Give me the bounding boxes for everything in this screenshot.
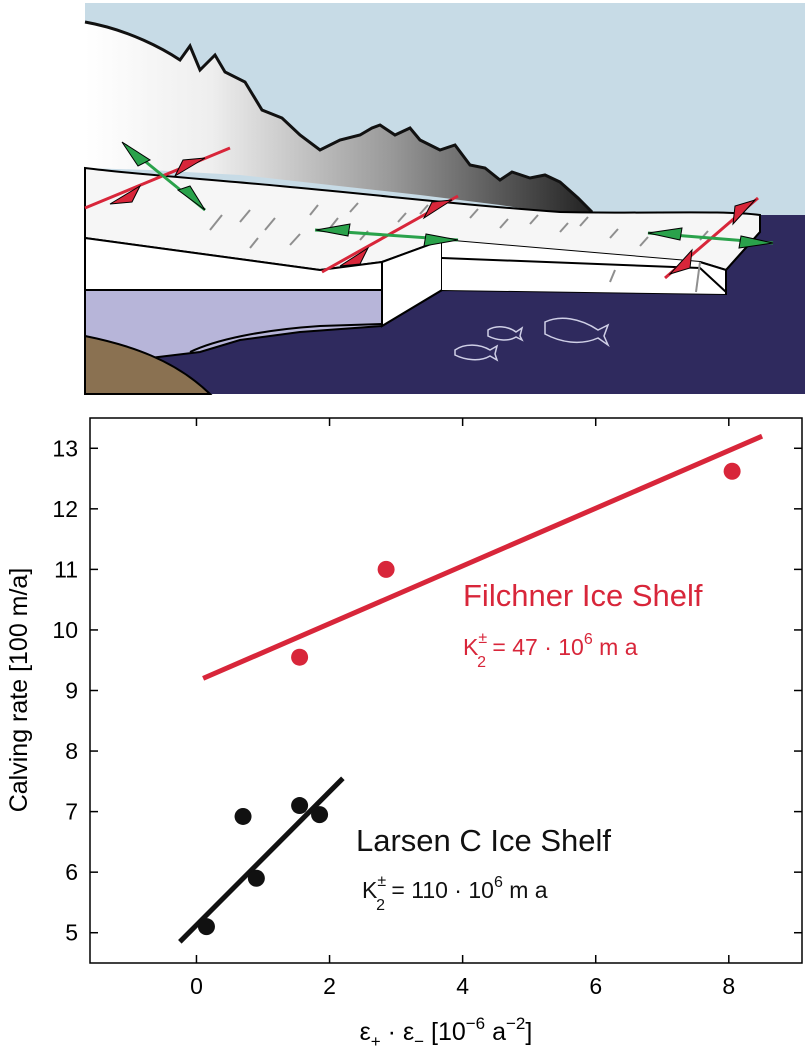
fish-icon [454,317,610,362]
filchner-ice-shelf-data-point [291,648,309,666]
larsen-c-ice-shelf-data-point [311,806,329,824]
filchner-ice-shelf-fit-line [202,433,764,681]
larsen-c-ice-shelf-data-point [291,797,309,815]
larsen-label: Larsen C Ice Shelf [356,823,611,858]
x-tick-label: 2 [323,973,336,999]
filchner-k-value: K± 2 = 47 · 106 m a [463,630,638,671]
y-tick-label: 6 [65,859,78,885]
x-tick-label: 8 [722,973,735,999]
y-tick-label: 8 [65,738,78,764]
y-tick-label: 10 [52,617,78,643]
larsen-c-ice-shelf-data-point [197,918,215,936]
x-tick-label: 0 [190,973,203,999]
y-tick-label: 11 [54,556,78,582]
strain-arrows [84,141,774,280]
fit-lines [178,433,764,944]
crevasses [209,202,709,293]
larsen-k-value: K± 2 = 110 · 106 m a [362,873,548,914]
y-tick-label: 5 [65,920,78,946]
y-axis-label: Calving rate [100 m/a] [5,568,33,813]
ice-shelf-illustration [84,3,805,395]
bedrock [84,334,213,395]
y-tick-label: 13 [52,435,78,461]
filchner-label: Filchner Ice Shelf [463,578,703,613]
filchner-ice-shelf-data-point [723,462,741,480]
filchner-ice-shelf-data-point [377,560,395,578]
y-tick-label: 7 [65,799,78,825]
data-points [197,462,741,936]
axis-ticks: 0 2 4 6 8 5 6 7 8 9 10 11 12 13 [52,418,802,999]
larsen-c-ice-shelf-data-point [247,869,265,887]
x-axis-label: ε+ · ε− [10−6 a−2] [360,1014,533,1051]
y-tick-label: 9 [65,678,78,704]
x-tick-label: 6 [589,973,602,999]
mountain-ridge [85,22,592,214]
y-tick-label: 12 [52,496,78,522]
larsen-c-ice-shelf-fit-line [178,776,345,944]
x-tick-label: 4 [456,973,469,999]
larsen-c-ice-shelf-data-point [234,807,252,825]
